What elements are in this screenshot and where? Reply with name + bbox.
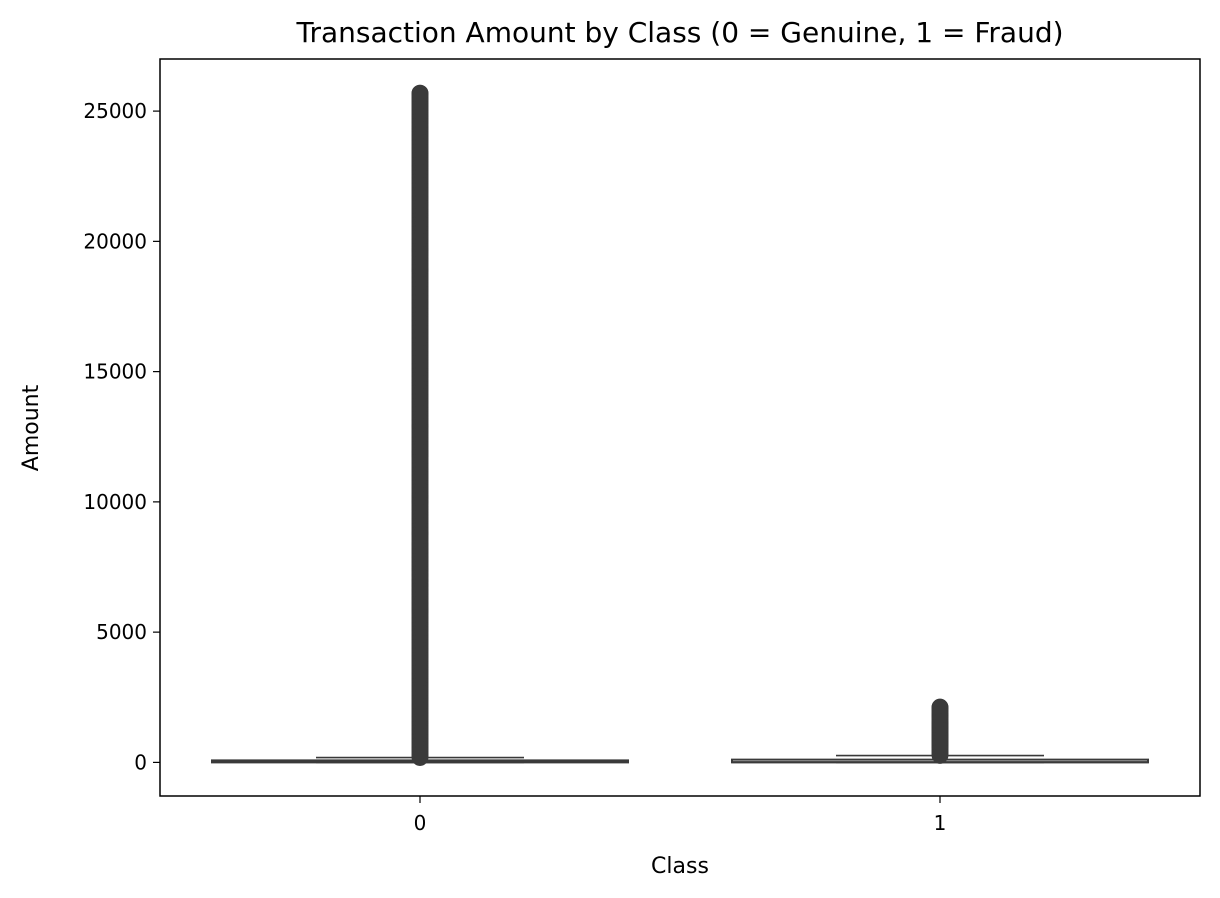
box-class-1 — [731, 698, 1149, 764]
x-tick-label: 0 — [414, 811, 427, 835]
x-tick-label: 1 — [934, 811, 947, 835]
y-tick-label: 0 — [134, 750, 147, 774]
y-axis: 0 5000 10000 15000 20000 25000 — [83, 99, 160, 774]
y-axis-label: Amount — [19, 384, 44, 471]
outlier-point — [411, 84, 429, 102]
outlier-point — [931, 698, 949, 716]
y-tick-label: 10000 — [83, 490, 147, 514]
x-axis-label: Class — [651, 854, 709, 879]
y-tick-label: 20000 — [83, 229, 147, 253]
y-tick-label: 15000 — [83, 360, 147, 384]
box-class-0 — [211, 84, 629, 766]
plot-area — [211, 84, 1149, 766]
y-tick-label: 5000 — [96, 620, 147, 644]
plot-frame — [159, 58, 1201, 797]
chart-title: Transaction Amount by Class (0 = Genuine… — [295, 16, 1063, 49]
y-tick-label: 25000 — [83, 99, 147, 123]
